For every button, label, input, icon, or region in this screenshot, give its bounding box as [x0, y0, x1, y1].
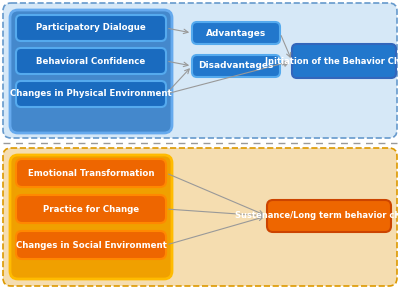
FancyBboxPatch shape [267, 200, 391, 232]
Text: Disadvantages: Disadvantages [198, 61, 274, 70]
Text: Changes in Social Environment: Changes in Social Environment [16, 240, 166, 249]
FancyBboxPatch shape [16, 15, 166, 41]
FancyBboxPatch shape [3, 148, 397, 286]
Text: Participatory Dialogue: Participatory Dialogue [36, 24, 146, 33]
FancyBboxPatch shape [16, 231, 166, 259]
Text: Advantages: Advantages [206, 29, 266, 38]
FancyBboxPatch shape [16, 81, 166, 107]
Text: Emotional Transformation: Emotional Transformation [28, 168, 154, 178]
Text: Changes in Physical Environment: Changes in Physical Environment [10, 90, 172, 98]
FancyBboxPatch shape [16, 48, 166, 74]
FancyBboxPatch shape [192, 55, 280, 77]
Text: Sustenance/Long term behavior change: Sustenance/Long term behavior change [235, 212, 400, 221]
FancyBboxPatch shape [192, 22, 280, 44]
Text: Initiation of the Behavior Change: Initiation of the Behavior Change [265, 56, 400, 65]
FancyBboxPatch shape [292, 44, 396, 78]
FancyBboxPatch shape [16, 195, 166, 223]
FancyBboxPatch shape [10, 10, 172, 133]
Text: Behavioral Confidence: Behavioral Confidence [36, 56, 146, 65]
FancyBboxPatch shape [3, 3, 397, 138]
FancyBboxPatch shape [10, 155, 172, 279]
Text: Practice for Change: Practice for Change [43, 205, 139, 214]
FancyBboxPatch shape [16, 159, 166, 187]
